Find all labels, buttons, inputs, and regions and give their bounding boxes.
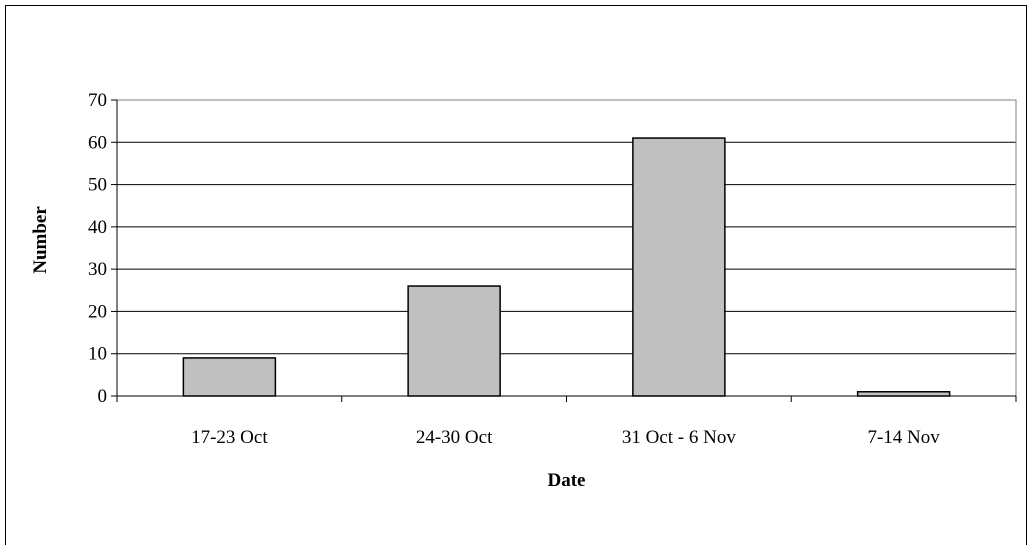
y-tick-label: 40 — [88, 217, 107, 238]
gridlines — [116, 99, 1017, 397]
bar — [182, 357, 277, 397]
y-tick-label: 0 — [98, 386, 108, 407]
y-tick-label: 70 — [88, 90, 107, 111]
bar — [632, 137, 726, 397]
tick-labels: 0 10 20 30 40 50 60 70 17-23 Oct 24-30 Oct 31 Oct … — [88, 90, 940, 448]
bar — [407, 285, 501, 397]
x-tick-label: 17-23 Oct — [191, 427, 268, 448]
x-tick-label: 24-30 Oct — [416, 427, 493, 448]
bars — [182, 137, 951, 397]
y-axis-title: Number — [30, 206, 51, 274]
y-tick-label: 50 — [88, 175, 107, 196]
chart-frame — [5, 5, 1027, 545]
y-tick-label: 10 — [88, 344, 107, 365]
y-tick-label: 60 — [88, 132, 107, 153]
x-tick-label: 7-14 Nov — [867, 427, 940, 448]
x-tick-label: 31 Oct - 6 Nov — [622, 427, 736, 448]
y-tick-label: 30 — [88, 259, 107, 280]
plot-area-border — [116, 99, 1017, 397]
bar — [856, 391, 951, 397]
y-tick-label: 20 — [88, 301, 107, 322]
x-axis-title: Date — [548, 470, 586, 491]
axes — [111, 99, 1017, 402]
